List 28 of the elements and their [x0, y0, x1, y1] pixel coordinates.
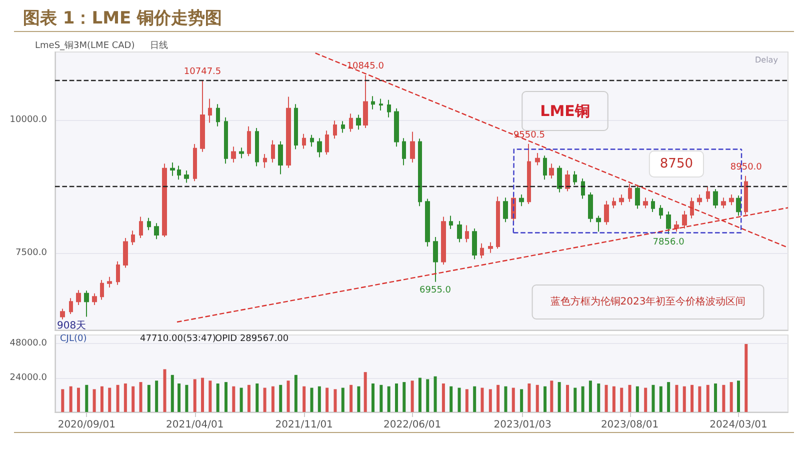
- annotation: 8950.0: [730, 162, 762, 172]
- annotation: OPID 289567.00: [215, 334, 289, 344]
- annotation: 9550.5: [513, 130, 545, 140]
- annotation: Delay: [755, 56, 778, 64]
- x-tick-label: 2021/11/01: [275, 420, 333, 430]
- text: LmeS_铜3M(LME CAD): [35, 40, 135, 51]
- y-tick-label: 24000.0: [10, 372, 48, 383]
- x-tick-label: 2020/09/01: [58, 420, 116, 430]
- x-tick-label: 2021/04/01: [166, 420, 224, 430]
- x-tick-label: 2023/08/01: [600, 420, 659, 430]
- annotation: CJL(0): [60, 334, 87, 344]
- y-tick-label: 7500.0: [16, 248, 48, 258]
- chart-title: 图表 1：LME 铜价走势图: [23, 8, 222, 28]
- x-tick-label: 2024/03/01: [710, 420, 768, 430]
- annotation: 6955.0: [420, 285, 452, 296]
- y-tick-label: 10000.0: [10, 115, 48, 126]
- x-tick-label: 2022/06/01: [383, 420, 442, 430]
- annotation: 47710.00(53:47): [140, 334, 216, 344]
- annotation: 10747.5: [184, 66, 222, 77]
- annotation: 7856.0: [652, 238, 685, 248]
- text: 日线: [150, 40, 168, 51]
- annotation: 10845.0: [346, 62, 384, 72]
- x-tick-label: 2023/01/03: [494, 420, 552, 430]
- annotation: 908天: [57, 320, 86, 332]
- annotation: LME铜: [540, 102, 590, 120]
- annotation: 蓝色方框为伦铜2023年初至今价格波动区间: [550, 296, 746, 308]
- ref-line-label: 8750: [660, 156, 693, 172]
- y-tick-label: 48000.0: [10, 338, 48, 349]
